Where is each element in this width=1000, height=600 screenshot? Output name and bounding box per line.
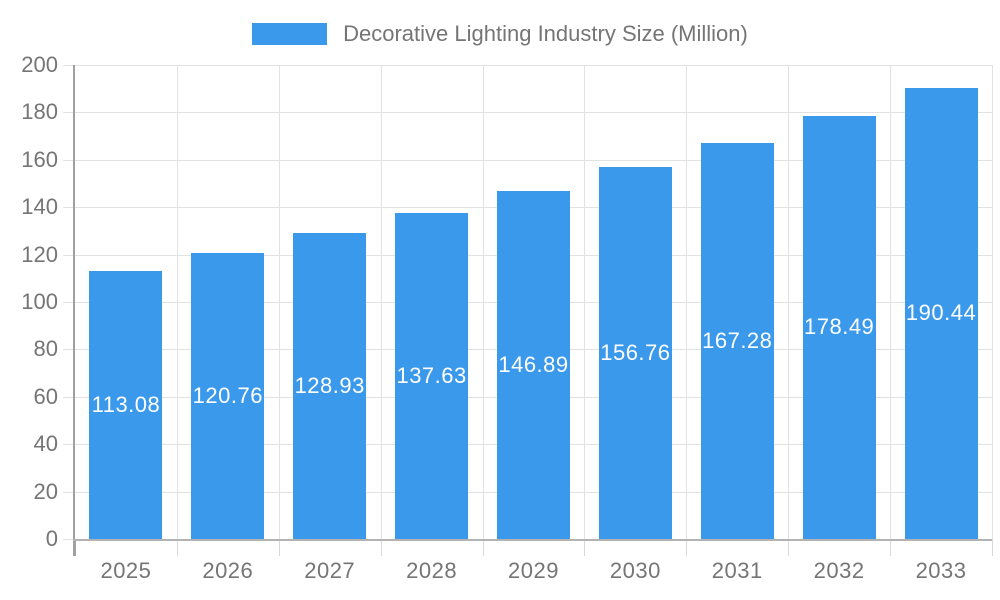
y-axis-tick bbox=[63, 396, 74, 398]
bar[interactable]: 137.63 bbox=[395, 212, 469, 539]
legend-label: Decorative Lighting Industry Size (Milli… bbox=[343, 21, 748, 46]
x-gridline bbox=[482, 65, 484, 539]
bar[interactable]: 167.28 bbox=[700, 142, 774, 539]
x-axis-category-label: 2027 bbox=[304, 558, 356, 583]
x-axis-line bbox=[73, 539, 992, 541]
x-axis-tick bbox=[176, 539, 178, 556]
bar-value-label: 156.76 bbox=[600, 340, 671, 366]
y-axis-tick bbox=[63, 349, 74, 351]
x-axis-tick bbox=[686, 539, 688, 556]
x-axis-category-label: 2028 bbox=[406, 558, 458, 583]
x-gridline bbox=[584, 65, 586, 539]
x-gridline bbox=[380, 65, 382, 539]
y-axis-tick-label: 80 bbox=[33, 336, 58, 362]
x-axis-tick bbox=[380, 539, 382, 556]
x-axis-tick bbox=[992, 539, 993, 556]
x-gridline bbox=[788, 65, 790, 539]
y-axis-line bbox=[73, 65, 75, 556]
bar-value-label: 120.76 bbox=[192, 382, 263, 408]
y-axis-tick bbox=[63, 112, 74, 114]
y-axis-tick bbox=[63, 302, 74, 303]
bar[interactable]: 178.49 bbox=[802, 115, 876, 539]
y-axis-tick bbox=[63, 207, 74, 209]
y-axis-tick-label: 0 bbox=[45, 526, 58, 551]
bar-value-label: 178.49 bbox=[804, 314, 875, 340]
y-axis-tick bbox=[63, 539, 74, 540]
legend[interactable]: Decorative Lighting Industry Size (Milli… bbox=[0, 21, 1000, 47]
x-axis-category-label: 2030 bbox=[609, 558, 661, 583]
bar-value-label: 128.93 bbox=[294, 373, 365, 399]
x-axis-category-label: 2025 bbox=[100, 558, 152, 583]
x-axis-category-label: 2029 bbox=[508, 558, 559, 583]
bar[interactable]: 120.76 bbox=[191, 252, 265, 539]
x-axis-category-label: 2032 bbox=[813, 558, 865, 583]
bar-value-label: 190.44 bbox=[905, 300, 977, 326]
x-axis-category-label: 2031 bbox=[711, 558, 763, 583]
x-axis-category-label: 2033 bbox=[915, 558, 967, 583]
bar[interactable]: 156.76 bbox=[598, 167, 672, 539]
y-axis-tick-label: 40 bbox=[33, 431, 58, 457]
y-axis-tick-label: 60 bbox=[33, 383, 58, 409]
x-gridline bbox=[890, 65, 892, 539]
x-axis-tick bbox=[788, 539, 790, 556]
y-axis-tick-label: 200 bbox=[21, 52, 58, 77]
y-gridline bbox=[75, 112, 992, 114]
y-gridline bbox=[75, 159, 992, 161]
bar[interactable]: 190.44 bbox=[904, 87, 978, 539]
x-gridline bbox=[992, 65, 993, 539]
bar-value-label: 167.28 bbox=[702, 327, 773, 353]
y-axis-tick-label: 180 bbox=[21, 99, 58, 125]
bar[interactable]: 146.89 bbox=[497, 190, 570, 539]
y-axis-tick-label: 20 bbox=[33, 478, 58, 504]
y-axis-tick-label: 160 bbox=[21, 146, 58, 172]
bar-value-label: 146.89 bbox=[498, 351, 569, 377]
y-axis-tick-label: 140 bbox=[21, 194, 58, 220]
x-axis-tick bbox=[584, 539, 586, 556]
y-axis-tick-label: 100 bbox=[21, 289, 58, 314]
bar-value-label: 113.08 bbox=[91, 391, 161, 417]
x-gridline bbox=[176, 65, 178, 539]
x-gridline bbox=[278, 65, 280, 539]
y-axis-tick bbox=[63, 254, 74, 256]
legend-swatch-icon bbox=[252, 23, 328, 45]
x-axis-tick bbox=[278, 539, 280, 556]
bar-value-label: 137.63 bbox=[396, 362, 467, 388]
bar[interactable]: 113.08 bbox=[89, 271, 163, 539]
x-axis-tick bbox=[482, 539, 484, 556]
bar[interactable]: 128.93 bbox=[293, 233, 367, 539]
x-gridline bbox=[686, 65, 688, 539]
x-axis-tick bbox=[890, 539, 892, 556]
y-axis-tick bbox=[63, 65, 74, 66]
y-axis-tick bbox=[63, 491, 74, 493]
x-axis-tick bbox=[75, 539, 76, 556]
x-axis-category-label: 2026 bbox=[202, 558, 254, 583]
y-axis-tick bbox=[63, 444, 74, 446]
y-axis-tick-label: 120 bbox=[21, 241, 58, 267]
y-gridline bbox=[75, 65, 992, 66]
y-axis-tick bbox=[63, 159, 74, 161]
